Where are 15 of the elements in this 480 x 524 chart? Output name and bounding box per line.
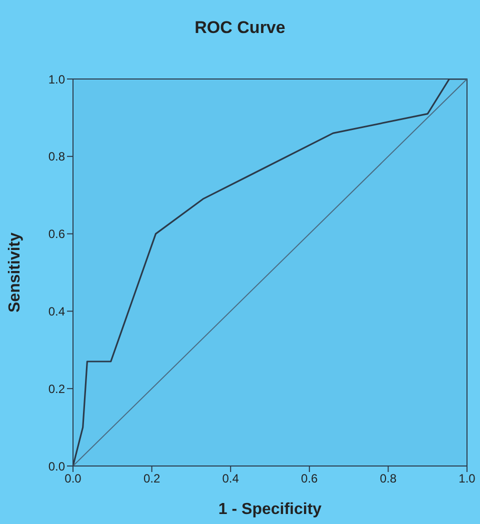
y-tick-label: 0.4	[48, 304, 66, 318]
y-tick-label: 0.2	[48, 382, 66, 396]
x-tick-label: 0.4	[222, 472, 240, 486]
x-tick-label: 0.6	[301, 472, 318, 486]
y-tick-label: 0.6	[48, 227, 66, 242]
y-tick-label: 0.8	[48, 150, 66, 164]
x-tick-label: 0.2	[143, 472, 160, 486]
x-axis-title: 1 - Specificity	[218, 501, 322, 518]
x-tick-label: 1.0	[458, 472, 476, 486]
y-tick-label: 0.0	[48, 459, 66, 474]
chart-title: ROC Curve	[194, 18, 286, 38]
x-tick-label: 0.8	[380, 472, 397, 486]
y-axis-title: Sensitivity	[6, 232, 24, 312]
y-tick-label: 1.0	[48, 72, 66, 86]
x-tick-label: 0.0	[64, 472, 82, 486]
